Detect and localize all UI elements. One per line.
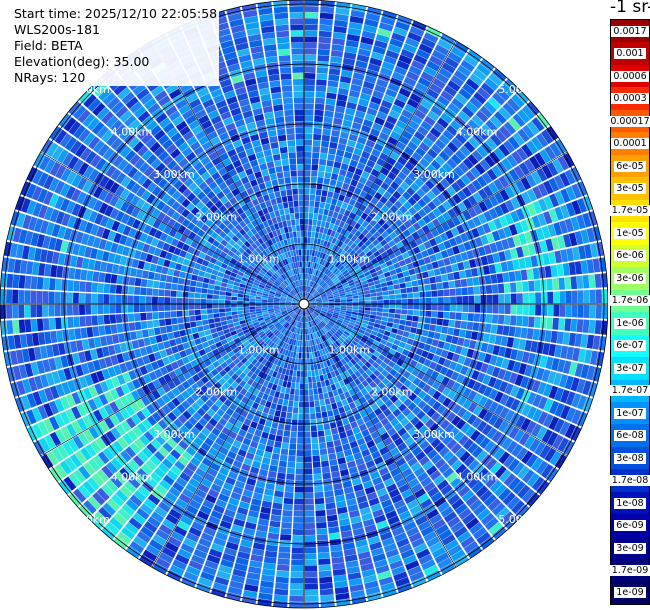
range-ring-label: 1.00km <box>238 253 280 266</box>
colorbar-bin: 3e-07 <box>611 357 649 380</box>
colorbar-tick-label: 6e-07 <box>614 340 646 352</box>
colorbar-tick-label: 0.0017 <box>611 25 649 37</box>
azimuth-line <box>303 151 568 305</box>
colorbar-bin: 1e-05 <box>611 222 649 245</box>
elevation-label: Elevation(deg): 35.00 <box>14 54 150 69</box>
range-ring-label: 3.00km <box>153 428 195 441</box>
ppi-scan-plot: 1.00km 1.00km 1.00km 1.00km 2.00km 2.00km 2.00… <box>0 0 608 609</box>
colorbar-bin: 1.7e-07 <box>609 379 650 402</box>
colorbar-bin: 1e-06 <box>611 312 649 335</box>
colorbar-bin: 0.0001 <box>611 132 649 155</box>
colorbar-tick-label: 3e-09 <box>614 542 646 554</box>
colorbar-tick-label: 1e-06 <box>614 317 646 329</box>
colorbar-bin: 6e-05 <box>611 154 649 178</box>
colorbar-bin: 0.0017 <box>611 20 649 43</box>
colorbar-bin: 6e-08 <box>611 424 649 447</box>
colorbar-tick-label: 1e-09 <box>614 587 646 599</box>
azimuth-line <box>303 303 457 568</box>
azimuth-line <box>303 40 457 305</box>
colorbar-bin: 6e-09 <box>611 514 649 537</box>
colorbar-tick-label: 6e-05 <box>614 160 646 172</box>
colorbar-tick-label: 6e-09 <box>614 520 646 532</box>
range-ring-label: 1.00km <box>329 343 371 356</box>
range-ring-label: 3.00km <box>413 428 455 441</box>
colorbar-tick-label: 1.7e-05 <box>609 205 650 217</box>
range-ring-label: 1.00km <box>238 343 280 356</box>
range-ring-label: 1.00km <box>329 253 371 266</box>
colorbar-tick-label: 0.001 <box>614 48 646 60</box>
colorbar-bin: 1.7e-05 <box>609 199 650 223</box>
colorbar-bin: 3e-05 <box>611 177 649 200</box>
colorbar-tick-label: 1.7e-06 <box>609 295 650 307</box>
colorbar-tick-label: 0.0003 <box>611 93 649 105</box>
colorbar-bin: 0.0006 <box>611 64 649 88</box>
colorbar-tick-label: 3e-07 <box>614 362 646 374</box>
azimuth-line <box>303 303 568 457</box>
colorbar-tick-label: 0.0006 <box>611 70 649 82</box>
colorbar-bin: 0.001 <box>611 42 649 65</box>
range-ring-label: 3.00km <box>413 168 455 181</box>
range-ring-label: 5.00km <box>498 513 540 526</box>
colorbar-bin: 6e-07 <box>611 334 649 358</box>
range-ring-label: 4.00km <box>456 471 498 484</box>
colorbar-bin: 6e-06 <box>611 244 649 268</box>
colorbar-bin: 3e-09 <box>611 536 649 560</box>
colorbar-tick-label: 1e-05 <box>614 227 646 239</box>
colorbar-tick-label: 1.7e-09 <box>609 564 650 576</box>
range-ring-label: 4.00km <box>111 471 153 484</box>
colorbar-bin: 1.7e-06 <box>609 289 650 313</box>
range-ring-label: 2.00km <box>196 386 238 399</box>
colorbar-tick-label: 1.7e-07 <box>609 385 650 397</box>
range-ring-label: 5.00km <box>68 513 110 526</box>
range-ring-label: 4.00km <box>111 126 153 139</box>
colorbar-bin: 3e-08 <box>611 446 649 470</box>
colorbar-tick-label: 3e-05 <box>614 183 646 195</box>
range-ring-label: 5.00km <box>498 83 540 96</box>
azimuth-line <box>40 303 305 457</box>
colorbar-tick-label: 3e-06 <box>614 272 646 284</box>
azimuth-line <box>40 151 305 305</box>
radar-center-marker <box>298 298 310 310</box>
colorbar-tick-label: 6e-06 <box>614 250 646 262</box>
field-label: Field: BETA <box>14 38 83 53</box>
nrays-label: NRays: 120 <box>14 70 86 85</box>
colorbar-tick-label: 3e-08 <box>614 452 646 464</box>
scan-info-box: Start time: 2025/12/10 22:05:58 WLS200s-… <box>12 6 220 86</box>
colorbar-bin: 3e-06 <box>611 267 649 290</box>
range-ring-label: 2.00km <box>371 210 413 223</box>
colorbar-tick-label: 0.0001 <box>611 138 649 150</box>
range-ring-label: 4.00km <box>456 126 498 139</box>
start-time-label: Start time: 2025/12/10 22:05:58 <box>14 6 218 21</box>
colorbar: 0.0017 0.001 0.0006 0.0003 0.00017 0.0001 6e-0… <box>608 19 650 605</box>
colorbar-bin: 1.7e-09 <box>609 559 650 582</box>
colorbar-tick-label: 1e-07 <box>614 407 646 419</box>
colorbar-tick-label: 1.7e-08 <box>609 475 650 487</box>
colorbar-unit-title: -1 sr- <box>610 0 650 17</box>
colorbar-bin: 1e-08 <box>611 491 649 515</box>
colorbar-bin: 1e-09 <box>611 581 649 605</box>
azimuth-line <box>151 303 305 568</box>
range-ring-label: 5.00km <box>68 83 110 96</box>
instrument-label: WLS200s-181 <box>14 22 100 37</box>
colorbar-bin: 0.0003 <box>611 87 649 110</box>
range-ring-label: 3.00km <box>153 168 195 181</box>
colorbar-bin: 0.00017 <box>608 109 650 133</box>
colorbar-tick-label: 0.00017 <box>608 115 650 127</box>
colorbar-bin: 1e-07 <box>611 401 649 425</box>
range-ring-label: 2.00km <box>371 386 413 399</box>
range-ring-label: 2.00km <box>196 210 238 223</box>
colorbar-tick-label: 1e-08 <box>614 497 646 509</box>
colorbar-tick-label: 6e-08 <box>614 430 646 442</box>
colorbar-bin: 1.7e-08 <box>609 469 650 492</box>
